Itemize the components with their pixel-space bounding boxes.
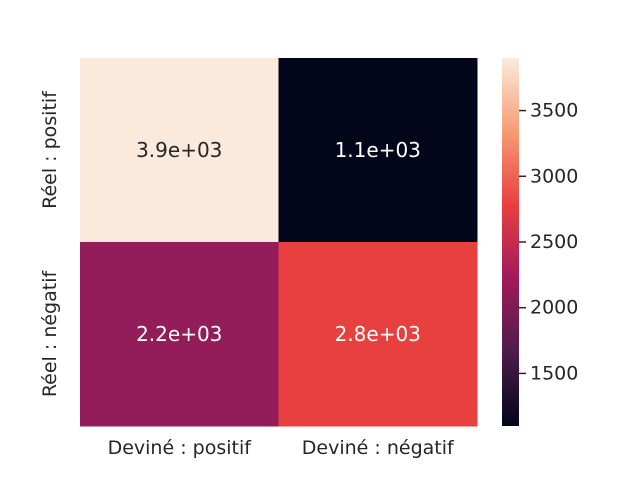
cell-annotation-r1-c1: 2.8e+03 [335, 322, 421, 346]
x-tick-label: Deviné : positif [108, 437, 253, 459]
heatmap-cell-r0-c0 [80, 58, 279, 243]
heatmap-cells [80, 58, 478, 427]
cell-annotation-r0-c0: 3.9e+03 [136, 138, 222, 162]
colorbar-ticks: 1500 2000 2500 3000 3500 [519, 100, 578, 384]
y-tick-label: Réel : négatif [39, 270, 61, 398]
colorbar-tick-label: 2000 [530, 297, 578, 319]
heatmap-cell-r1-c0 [80, 242, 279, 427]
cell-annotations: 3.9e+03 1.1e+03 2.2e+03 2.8e+03 [136, 138, 421, 346]
y-tick-labels: Réel : positif Réel : négatif [39, 90, 61, 397]
x-tick-label: Deviné : négatif [302, 437, 455, 459]
colorbar-tick-label: 3500 [530, 100, 578, 122]
heatmap-cell-r1-c1 [278, 242, 478, 427]
colorbar-tick-label: 3000 [530, 165, 578, 187]
y-tick-label: Réel : positif [39, 90, 61, 209]
colorbar-tick-label: 1500 [530, 362, 578, 384]
colorbar [502, 58, 519, 426]
colorbar-tick-label: 2500 [530, 231, 578, 253]
cell-annotation-r0-c1: 1.1e+03 [335, 138, 421, 162]
cell-annotation-r1-c0: 2.2e+03 [136, 322, 222, 346]
x-tick-labels: Deviné : positif Deviné : négatif [108, 437, 455, 459]
heatmap-cell-r0-c1 [278, 58, 478, 243]
